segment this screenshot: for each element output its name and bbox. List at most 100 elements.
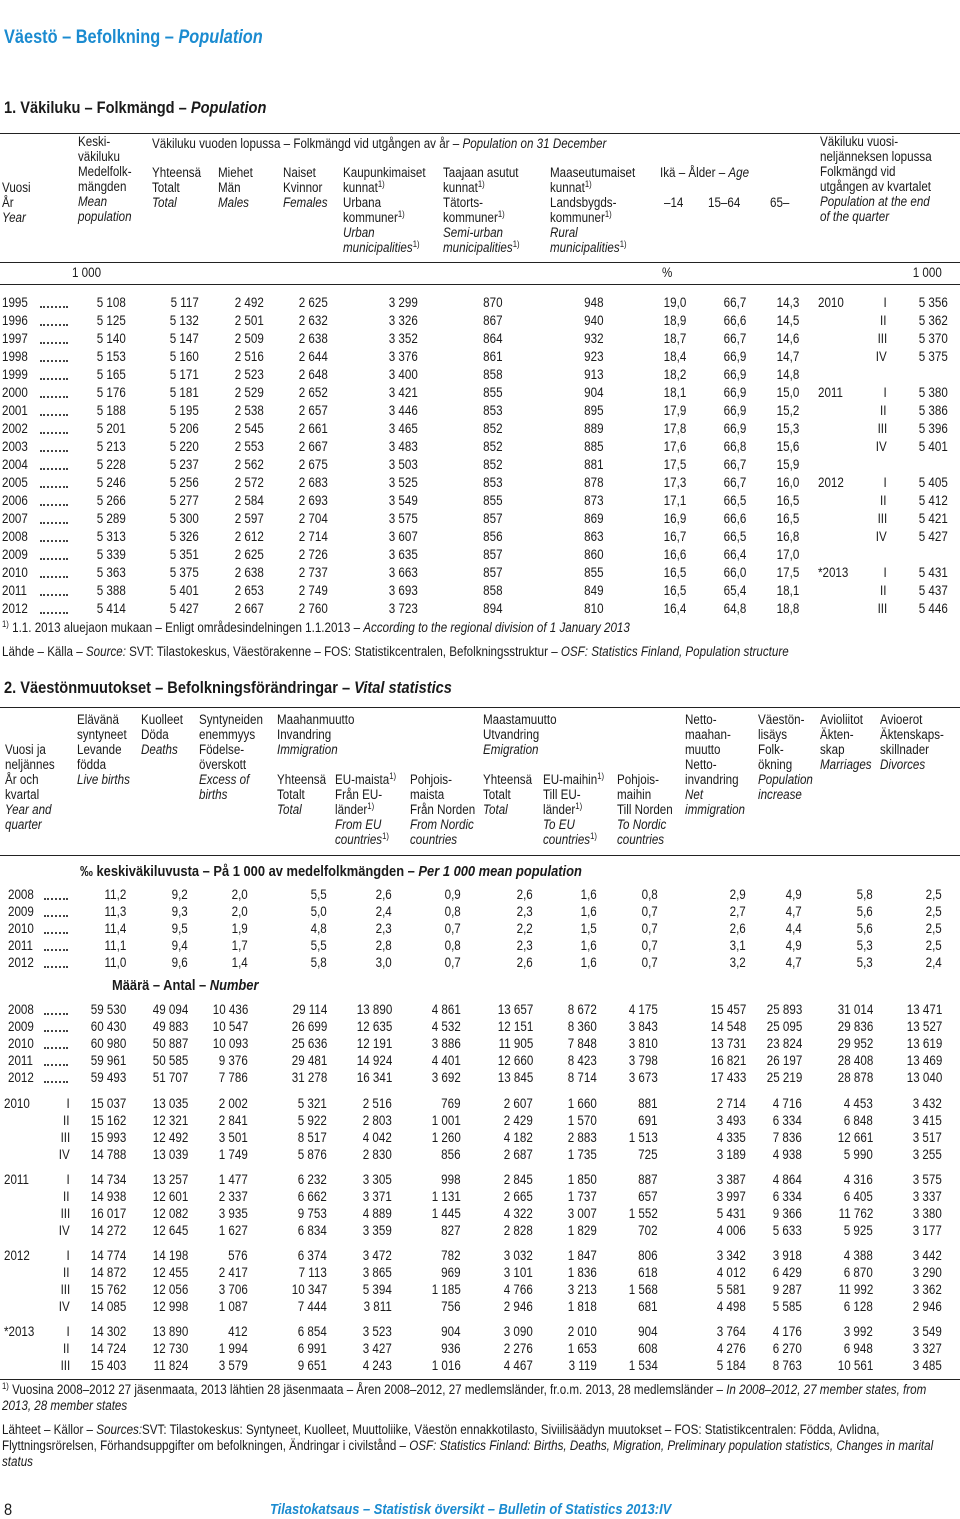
text: kommuner: [343, 210, 398, 225]
quarter-label: II: [880, 493, 887, 508]
table-cell: 15,2: [776, 403, 799, 418]
column-header: countries1): [335, 832, 389, 848]
table-cell: 14,5: [776, 313, 799, 328]
column-header: Net: [685, 787, 703, 803]
table-cell: 11,3: [104, 904, 126, 919]
italic-text: immigration: [685, 802, 746, 817]
table-cell: 2,3: [516, 938, 533, 953]
table-cell: 2 714: [298, 529, 328, 544]
table-cell: 5 300: [169, 511, 199, 526]
table-cell: 66,6: [723, 313, 746, 328]
column-header: quarter: [5, 817, 42, 833]
table-cell: 14 734: [90, 1172, 126, 1187]
table-cell: 2 657: [298, 403, 328, 418]
table-cell: 3 918: [772, 1248, 802, 1263]
table-cell: 864: [483, 331, 503, 346]
table-cell: 5 362: [918, 313, 948, 328]
table-cell: 31 014: [837, 1002, 873, 1017]
table-cell: 4,7: [785, 904, 802, 919]
table-cell: 10 436: [212, 1002, 248, 1017]
table-cell: 3 305: [362, 1172, 392, 1187]
table-cell: 1 001: [431, 1113, 461, 1128]
table-cell: 14 924: [356, 1053, 392, 1068]
table-cell: 855: [483, 385, 503, 400]
table-cell: 3 485: [912, 1358, 942, 1373]
italic-text: Deaths: [141, 742, 178, 757]
table-cell: 12 056: [152, 1282, 188, 1297]
text: Avioliitot: [820, 712, 864, 727]
quarter-label: II: [880, 403, 887, 418]
table-cell: 2 553: [234, 439, 264, 454]
table-cell: 17,5: [663, 457, 686, 472]
column-header: kommuner1): [343, 210, 405, 226]
italic-text: Net: [685, 787, 704, 802]
rule: [0, 262, 960, 263]
column-header: From Nordic: [410, 817, 474, 833]
table-cell: 13 845: [497, 1070, 533, 1085]
text: Medelfolk-: [78, 164, 132, 179]
italic-text: Vital statistics: [354, 678, 452, 697]
text: Pohjois-: [410, 772, 452, 787]
table-cell: 885: [584, 439, 604, 454]
table-cell: 2 828: [503, 1223, 533, 1238]
table-cell: 50 887: [152, 1036, 188, 1051]
column-header: EU-maihin1): [543, 772, 604, 788]
table-cell: 12 645: [152, 1223, 188, 1238]
table-cell: 9 753: [297, 1206, 327, 1221]
table-cell: 895: [584, 403, 604, 418]
table-cell: 5 401: [918, 439, 948, 454]
quarter-label: II: [63, 1265, 70, 1280]
text: lisäys: [758, 727, 788, 742]
table-cell: 6 334: [772, 1113, 802, 1128]
unit-label: 1 000: [912, 265, 942, 280]
table-cell: 4 938: [772, 1147, 802, 1162]
table-cell: 691: [638, 1113, 658, 1128]
rule: [0, 855, 960, 856]
table-cell: 3 387: [716, 1172, 746, 1187]
row-label: 2010: [8, 921, 34, 936]
table-cell: 5 633: [772, 1223, 802, 1238]
column-header: Taajaan asutut: [443, 165, 519, 181]
table-cell: 11,4: [104, 921, 126, 936]
italic-text: Sources:: [96, 1422, 143, 1437]
italic-text: Emigration: [483, 742, 539, 757]
column-header: Totalt: [483, 787, 511, 803]
column-header: Män: [218, 180, 241, 196]
table-cell: 15 993: [90, 1130, 126, 1145]
row-label: 2002: [2, 421, 28, 436]
table-cell: 681: [638, 1299, 658, 1314]
leader-dots: [44, 898, 68, 900]
text: Utvandring: [483, 727, 540, 742]
column-header: Mean: [78, 194, 107, 210]
text: Lähteet – Källor –: [2, 1422, 97, 1437]
table-cell: 2,5: [925, 887, 942, 902]
table-cell: 66,5: [723, 493, 746, 508]
table-cell: 5 427: [169, 601, 199, 616]
table-cell: 29 836: [837, 1019, 873, 1034]
table-cell: 0,7: [444, 921, 461, 936]
table-cell: 5,3: [856, 955, 873, 970]
quarter-label: I: [66, 1324, 70, 1339]
table-cell: 2 661: [298, 421, 328, 436]
table-cell: 3 692: [431, 1070, 461, 1085]
table-cell: 11,0: [104, 955, 126, 970]
text: Landsbygds-: [550, 195, 617, 210]
column-header: Avioliitot: [820, 712, 863, 728]
column-header: Avioerot: [880, 712, 922, 728]
column-header: neljänneksen lopussa: [820, 149, 932, 165]
text: skillnader: [880, 742, 930, 757]
table-cell: 1 477: [218, 1172, 248, 1187]
column-header: kunnat1): [550, 180, 592, 196]
italic-text: To EU: [543, 817, 575, 832]
text: Urbana: [343, 195, 382, 210]
column-header: Väestön-: [758, 712, 804, 728]
column-header: neljännes: [5, 757, 55, 773]
footnote-mark: 1): [389, 771, 397, 781]
footnote-mark: 1): [604, 209, 612, 219]
table-cell: 15 162: [90, 1113, 126, 1128]
quarter-label: III: [60, 1282, 70, 1297]
table-cell: 16,5: [663, 565, 686, 580]
italic-text: From Nordic: [410, 817, 474, 832]
table-cell: 4 182: [503, 1130, 533, 1145]
table-cell: 2,4: [925, 955, 942, 970]
